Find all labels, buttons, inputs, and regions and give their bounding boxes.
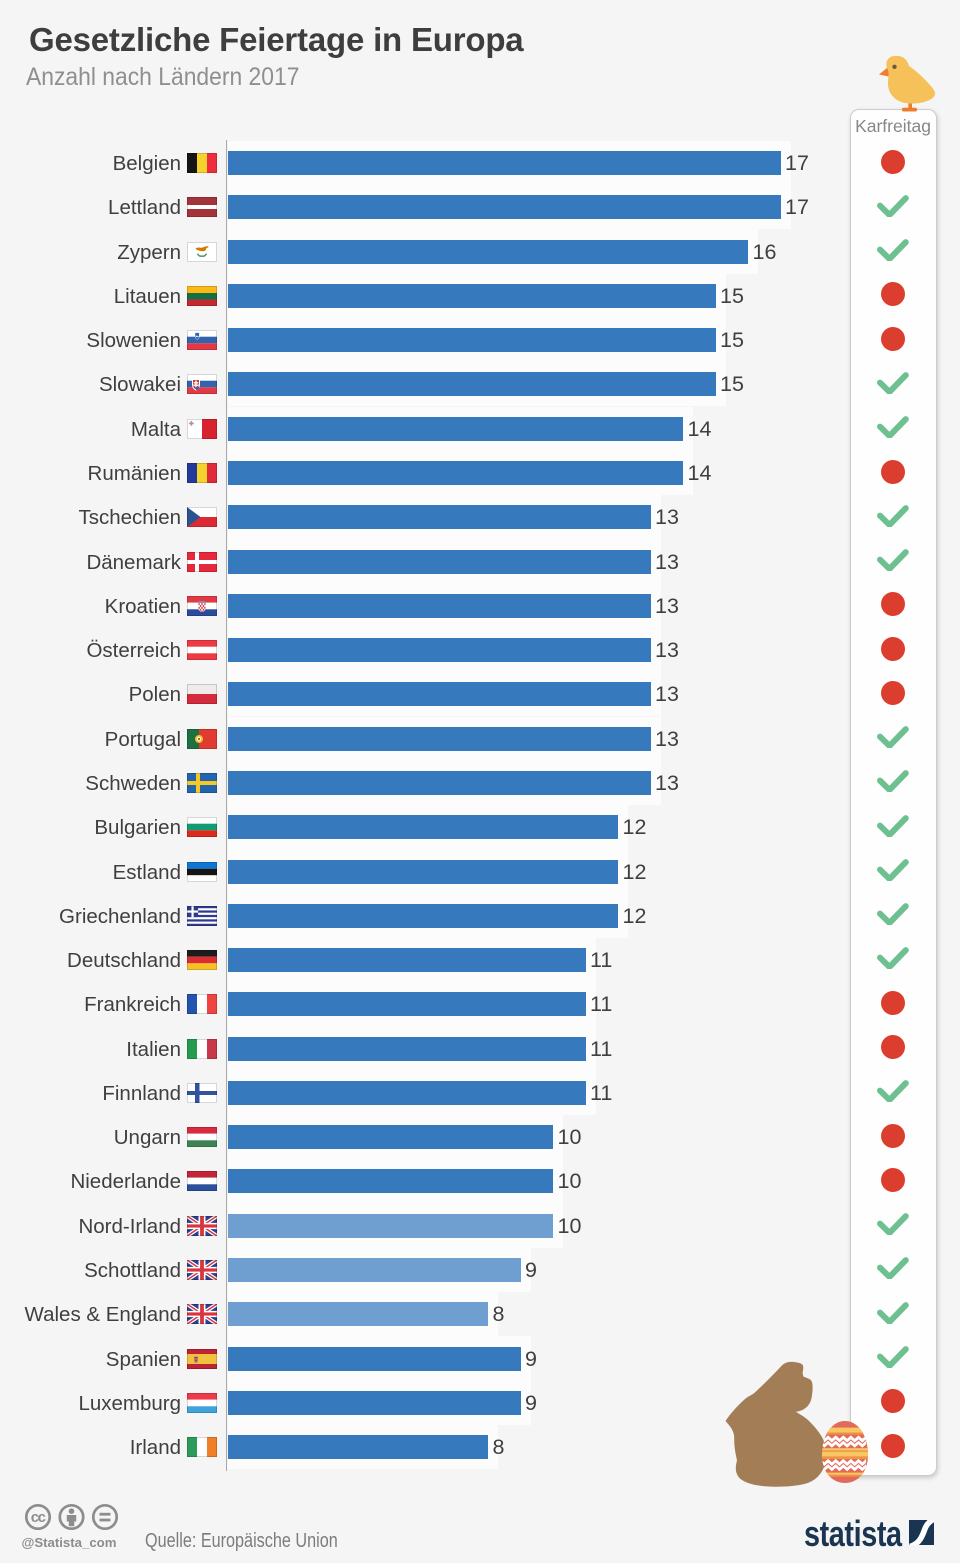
svg-text:cc: cc — [31, 1509, 46, 1526]
